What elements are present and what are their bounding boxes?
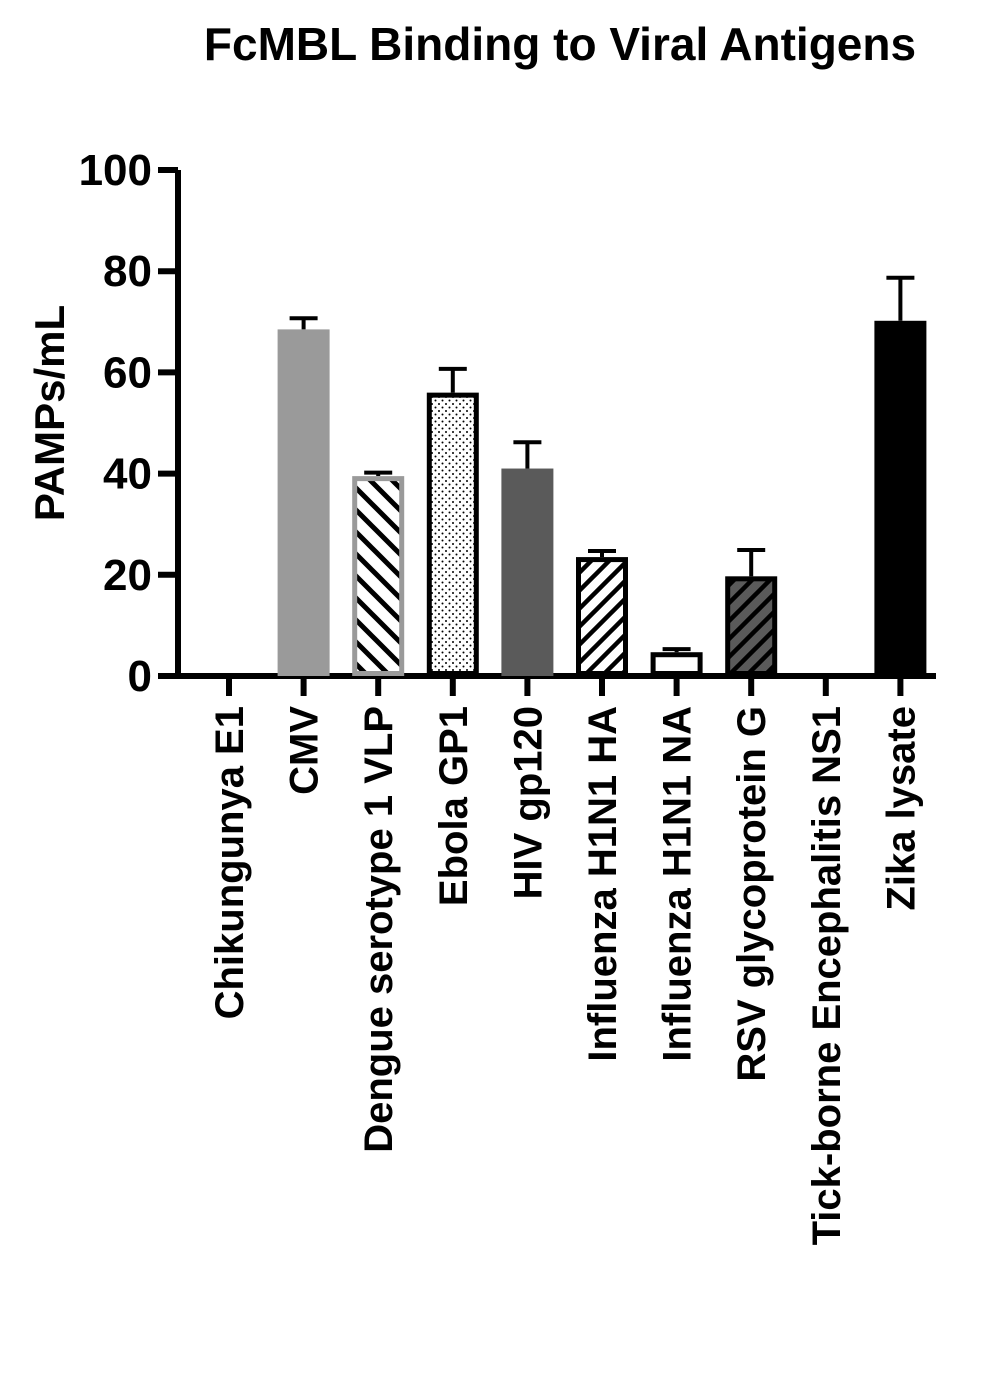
bar bbox=[725, 576, 778, 676]
y-tick-label: 40 bbox=[103, 450, 152, 499]
x-tick-label: Zika lysate bbox=[879, 706, 923, 911]
bar bbox=[426, 392, 479, 676]
y-axis-label: PAMPs/mL bbox=[26, 305, 73, 521]
y-tick-label: 20 bbox=[103, 551, 152, 600]
bar bbox=[650, 652, 703, 677]
bar bbox=[874, 320, 927, 676]
x-tick-label: Influenza H1N1 HA bbox=[581, 706, 625, 1062]
chart-title: FcMBL Binding to Viral Antigens bbox=[204, 18, 916, 70]
bar bbox=[576, 557, 628, 677]
y-tick-label: 0 bbox=[128, 652, 152, 701]
category-labels: Chikungunya E1 CMV Dengue serotype 1 VLP Eb… bbox=[208, 706, 923, 1246]
y-tick-label: 100 bbox=[79, 146, 152, 195]
x-tick-label: RSV glycoprotein G bbox=[730, 706, 774, 1082]
x-tick-label: Dengue serotype 1 VLP bbox=[357, 706, 401, 1153]
x-tick-label: CMV bbox=[283, 706, 327, 795]
bar bbox=[501, 468, 554, 677]
x-tick-label: Ebola GP1 bbox=[432, 706, 476, 906]
y-tick-label: 60 bbox=[103, 348, 152, 397]
x-tick-label: Tick-borne Encephalitis NS1 bbox=[805, 706, 849, 1245]
bars bbox=[277, 275, 927, 677]
x-tick-label: HIV gp120 bbox=[506, 706, 550, 899]
x-tick-label: Influenza H1N1 NA bbox=[656, 706, 700, 1062]
bar bbox=[352, 476, 405, 676]
x-tick-label: Chikungunya E1 bbox=[208, 706, 252, 1019]
bar bbox=[277, 329, 330, 676]
y-tick-label: 80 bbox=[103, 247, 152, 296]
